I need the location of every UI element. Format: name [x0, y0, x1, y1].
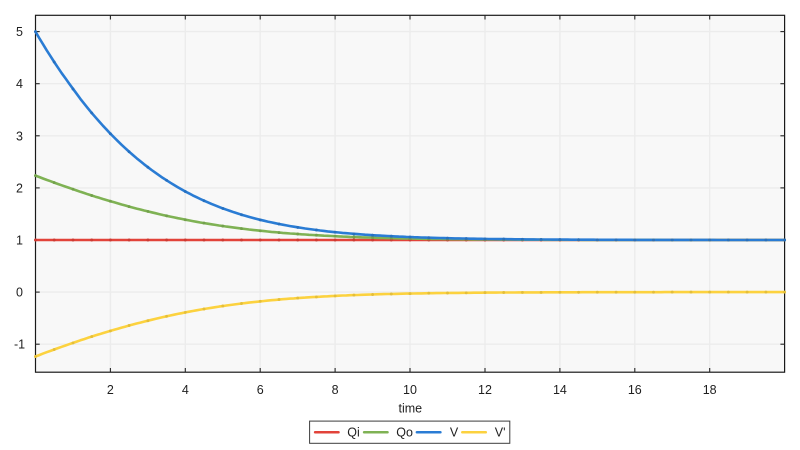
svg-text:6: 6	[257, 383, 264, 397]
svg-text:16: 16	[628, 383, 642, 397]
svg-text:12: 12	[478, 383, 492, 397]
svg-text:Qi: Qi	[347, 426, 360, 440]
svg-text:8: 8	[332, 383, 339, 397]
svg-text:10: 10	[403, 383, 417, 397]
svg-text:18: 18	[703, 383, 717, 397]
svg-text:V: V	[450, 426, 459, 440]
svg-text:0: 0	[16, 286, 23, 300]
svg-text:-1: -1	[14, 338, 25, 352]
svg-text:1: 1	[16, 234, 23, 248]
svg-text:V': V'	[495, 426, 506, 440]
svg-text:4: 4	[16, 77, 23, 91]
svg-text:2: 2	[107, 383, 114, 397]
svg-text:Qo: Qo	[396, 426, 413, 440]
svg-text:2: 2	[16, 181, 23, 195]
svg-text:3: 3	[16, 129, 23, 143]
svg-text:4: 4	[182, 383, 189, 397]
svg-text:5: 5	[16, 25, 23, 39]
svg-text:time: time	[398, 402, 422, 416]
svg-text:14: 14	[553, 383, 567, 397]
